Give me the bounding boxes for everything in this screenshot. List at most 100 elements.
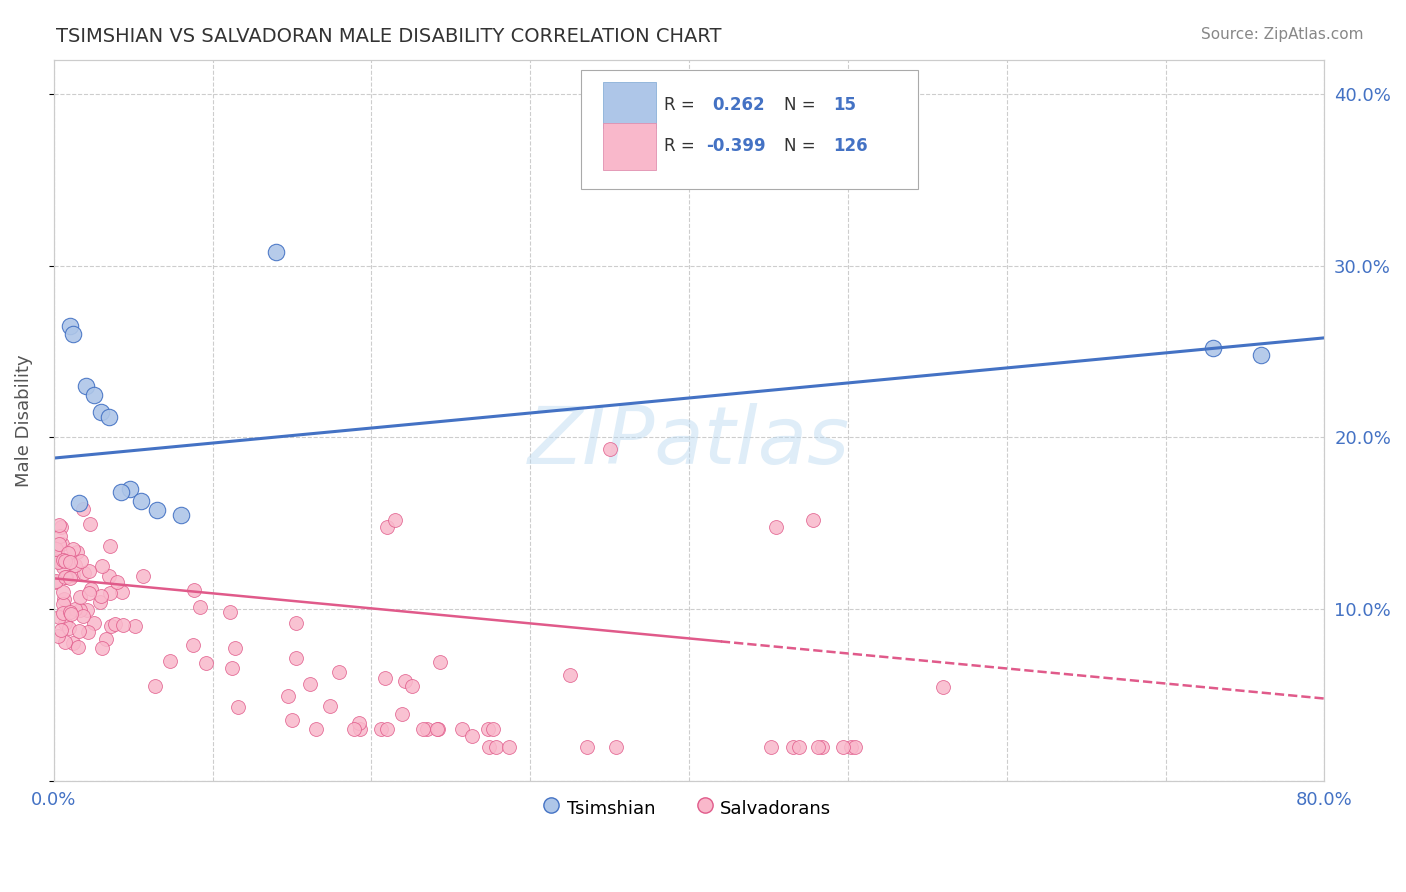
Point xyxy=(46,543,69,558)
Point xyxy=(844,739,866,754)
Point xyxy=(104,617,127,632)
Point xyxy=(377,520,399,534)
Point xyxy=(59,555,82,569)
Point xyxy=(789,739,811,754)
Point xyxy=(73,566,96,581)
Point xyxy=(110,485,132,500)
Point xyxy=(98,586,121,600)
Point xyxy=(478,739,501,754)
Point xyxy=(62,327,84,342)
Point xyxy=(55,570,77,584)
Point xyxy=(111,584,134,599)
Point xyxy=(77,624,100,639)
Point xyxy=(477,723,499,737)
Point xyxy=(59,605,82,619)
Point xyxy=(481,723,503,737)
Point xyxy=(370,723,392,737)
Point xyxy=(51,554,73,568)
Point xyxy=(65,558,87,573)
Point xyxy=(70,553,93,567)
Point xyxy=(451,723,474,737)
Point xyxy=(79,586,101,600)
Point xyxy=(97,569,120,583)
Point xyxy=(72,502,94,516)
Point xyxy=(188,600,211,615)
Point xyxy=(44,574,66,589)
Point xyxy=(305,723,328,737)
Point xyxy=(558,667,581,681)
Point xyxy=(46,550,69,565)
Point xyxy=(48,529,70,543)
Point xyxy=(72,609,94,624)
Point xyxy=(374,672,396,686)
Point xyxy=(1250,348,1272,362)
Point xyxy=(120,482,142,496)
Point xyxy=(349,723,371,737)
Point xyxy=(224,641,246,656)
Point xyxy=(159,654,181,668)
Point xyxy=(427,723,450,737)
Point xyxy=(347,716,370,731)
Point xyxy=(63,602,86,616)
Point xyxy=(484,739,506,754)
FancyBboxPatch shape xyxy=(603,123,657,169)
Point xyxy=(51,560,73,574)
Point xyxy=(67,624,90,639)
Point xyxy=(831,739,853,754)
Text: TSIMSHIAN VS SALVADORAN MALE DISABILITY CORRELATION CHART: TSIMSHIAN VS SALVADORAN MALE DISABILITY … xyxy=(56,27,721,45)
Point xyxy=(58,621,80,635)
Point xyxy=(384,513,406,527)
Point xyxy=(53,570,76,584)
Point xyxy=(124,619,146,633)
Point xyxy=(58,546,80,560)
Point xyxy=(45,542,67,557)
Point xyxy=(181,638,204,652)
Point xyxy=(94,632,117,647)
Point xyxy=(51,537,73,551)
Point xyxy=(69,602,91,616)
Point xyxy=(52,585,75,599)
Point xyxy=(52,553,75,567)
Point xyxy=(105,575,128,590)
Point xyxy=(412,723,434,737)
Point xyxy=(98,409,121,424)
Point xyxy=(48,537,70,551)
Point xyxy=(52,606,75,620)
Point xyxy=(83,616,105,631)
Point xyxy=(69,590,91,604)
Point xyxy=(53,634,76,648)
FancyBboxPatch shape xyxy=(581,70,918,189)
Text: N =: N = xyxy=(785,137,821,155)
Point xyxy=(79,516,101,531)
Point xyxy=(807,739,830,754)
Text: 15: 15 xyxy=(832,96,856,114)
Text: R =: R = xyxy=(664,96,700,114)
Point xyxy=(62,636,84,650)
Point xyxy=(90,589,112,603)
Point xyxy=(765,520,787,534)
Point xyxy=(284,615,307,630)
Point xyxy=(285,651,308,665)
Point xyxy=(60,607,83,622)
Point xyxy=(416,723,439,737)
Point xyxy=(143,679,166,693)
Point xyxy=(429,655,451,669)
Point xyxy=(401,679,423,693)
Point xyxy=(75,379,97,393)
Point xyxy=(53,554,76,568)
Point xyxy=(111,617,134,632)
Point xyxy=(90,640,112,655)
Point xyxy=(90,405,112,419)
Point xyxy=(80,582,103,596)
Point xyxy=(375,723,398,737)
Point xyxy=(66,640,89,654)
Point xyxy=(498,739,520,754)
Point xyxy=(100,619,122,633)
Point xyxy=(129,494,152,508)
Point xyxy=(264,244,287,259)
Text: R =: R = xyxy=(664,137,700,155)
Point xyxy=(76,603,98,617)
Point xyxy=(218,606,240,620)
Point xyxy=(426,723,449,737)
Point xyxy=(83,387,105,401)
